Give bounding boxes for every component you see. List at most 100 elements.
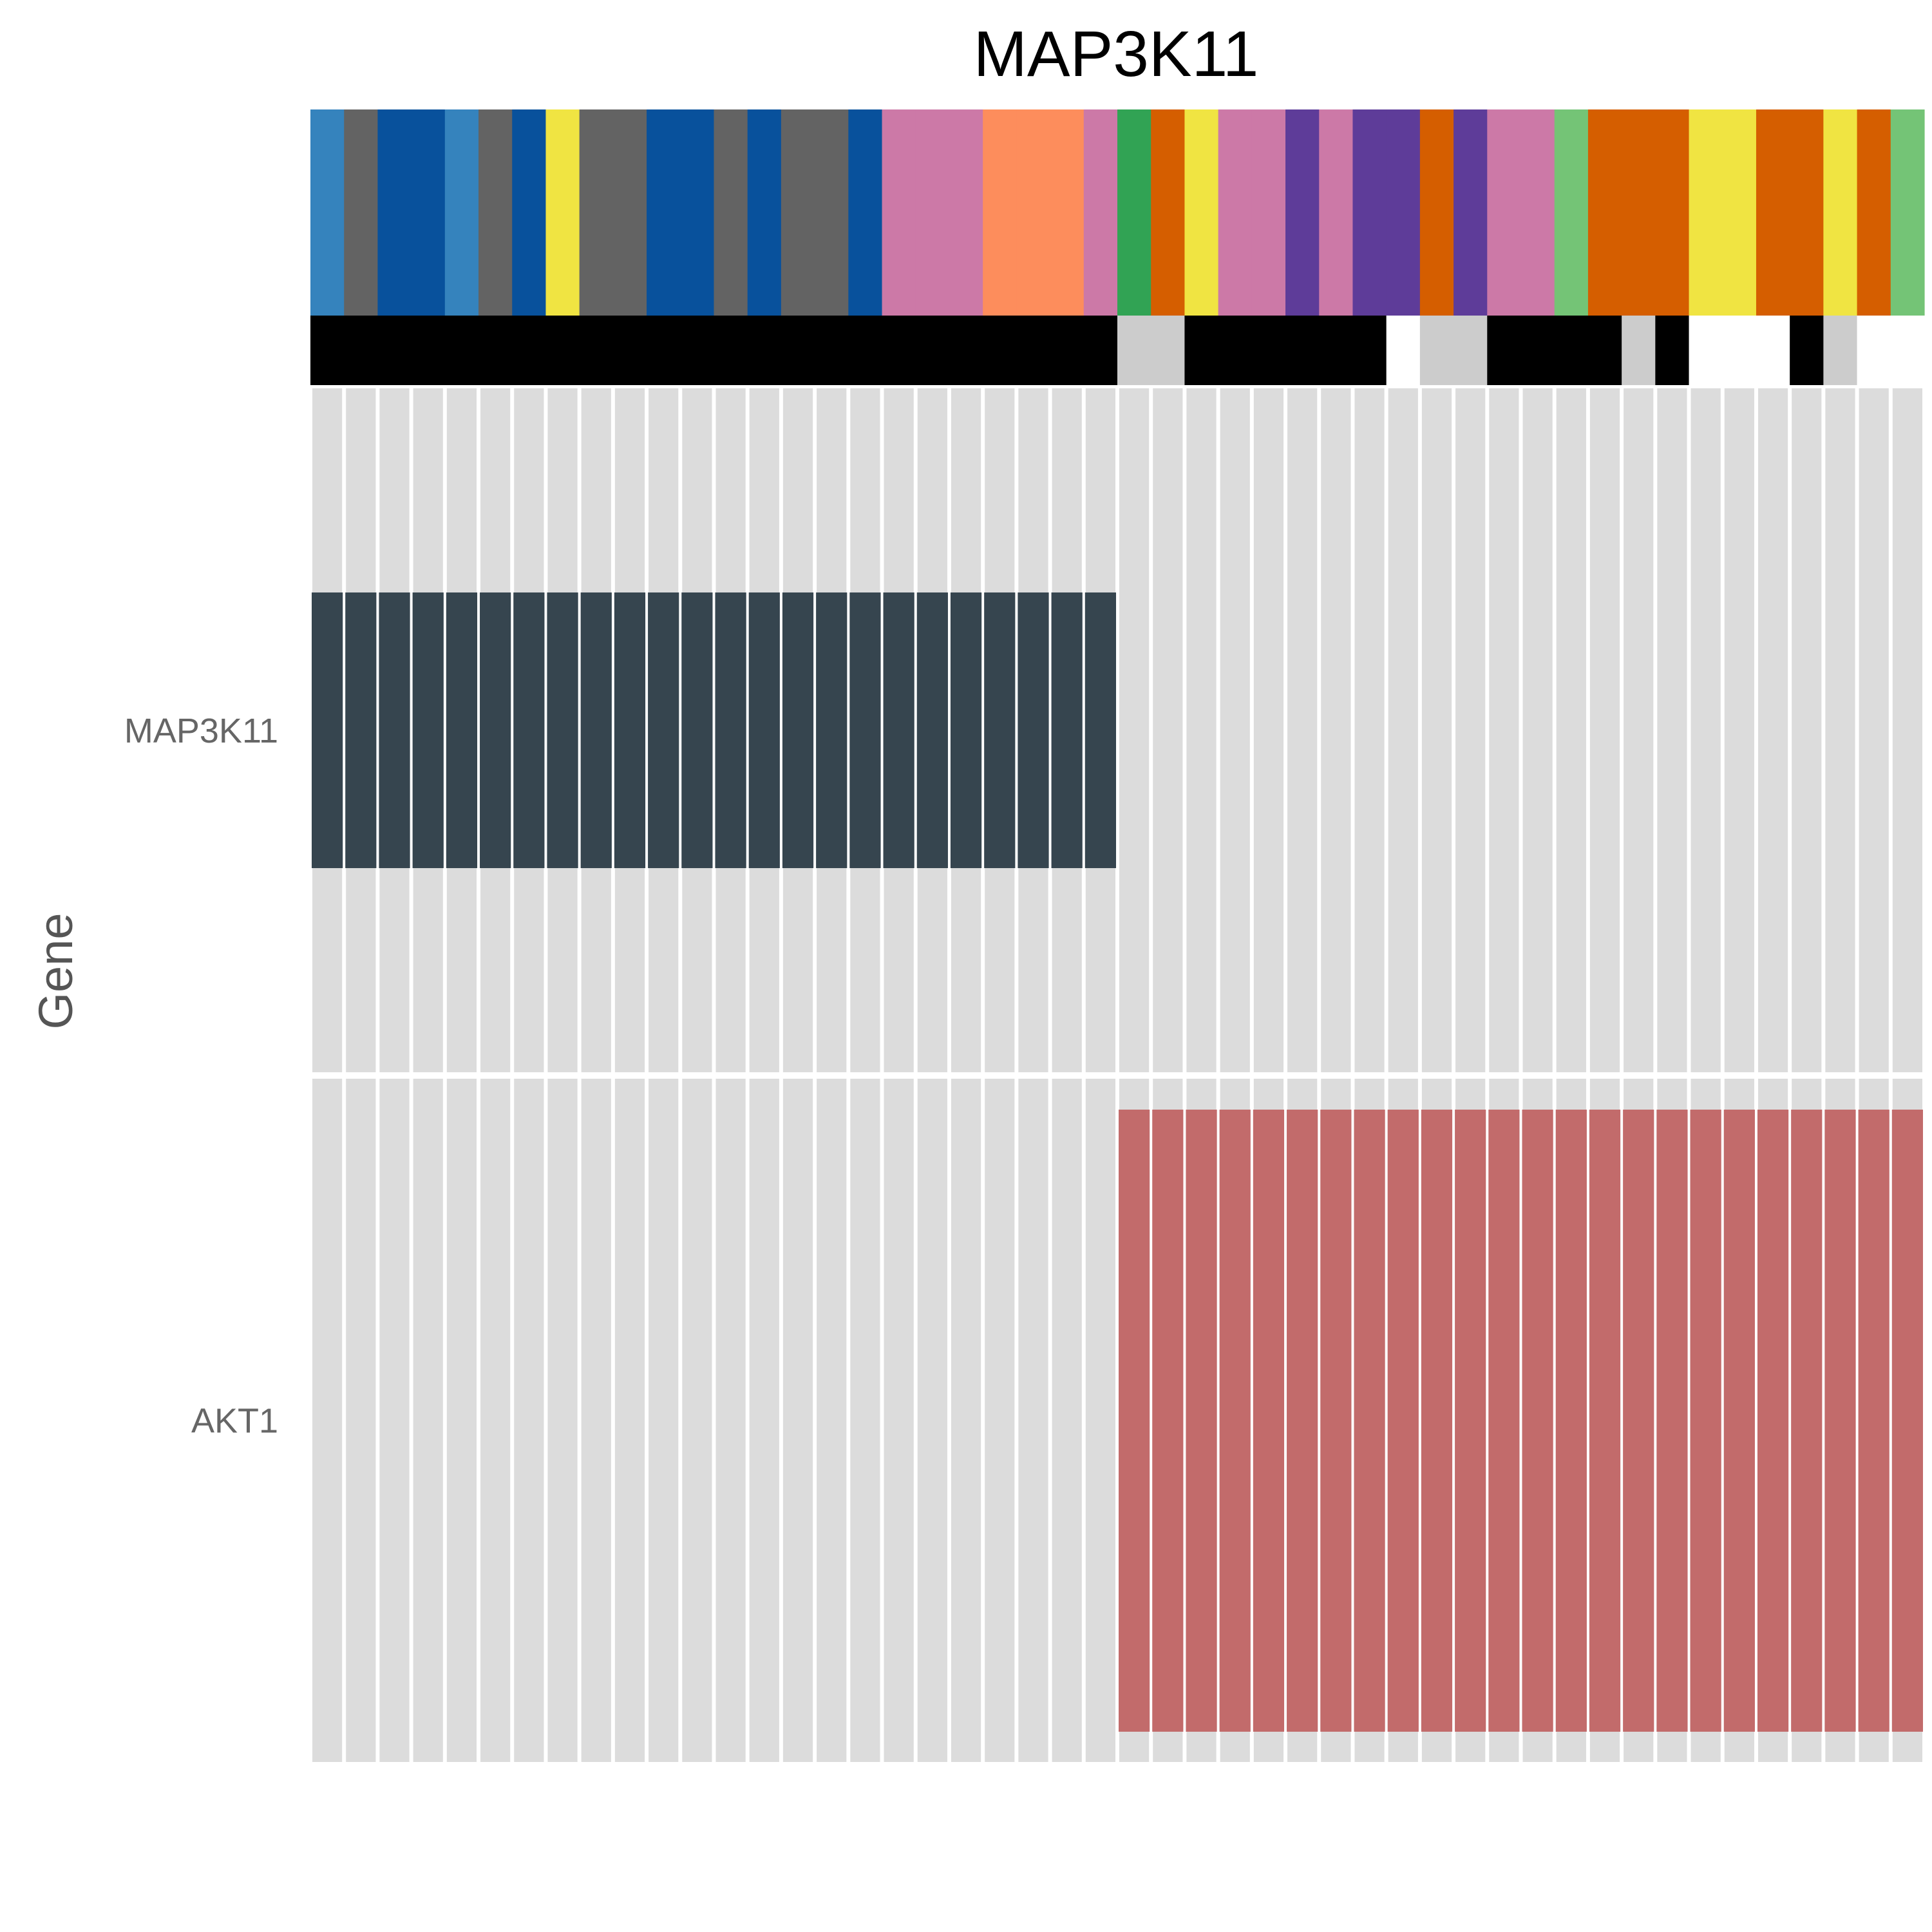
annotation-cell (1520, 109, 1555, 316)
background-cell (446, 1079, 477, 1762)
annotation-cell (747, 109, 782, 316)
background-cell (1892, 388, 1922, 1072)
annotation-cell (815, 109, 849, 316)
annotation-cell (1790, 109, 1824, 316)
alteration-cell (580, 592, 612, 868)
annotation-cell (1554, 109, 1589, 316)
annotation-cell (1251, 316, 1286, 385)
annotation-cell (815, 316, 849, 385)
annotation-cell (545, 109, 580, 316)
alteration-cell (412, 592, 444, 868)
annotation-cell (1117, 109, 1151, 316)
annotation-cell (1285, 316, 1320, 385)
annotation-cell (1319, 316, 1354, 385)
annotation-cell (1454, 109, 1488, 316)
alteration-cell (1623, 1110, 1654, 1732)
annotation-cell (377, 316, 412, 385)
annotation-cell (1655, 316, 1690, 385)
annotation-cell (1386, 316, 1421, 385)
alteration-cell (1455, 1110, 1486, 1732)
background-cell (884, 1079, 914, 1762)
gene-label: AKT1 (191, 1402, 278, 1441)
annotation-cell (647, 109, 681, 316)
annotation-cell (1218, 316, 1253, 385)
background-cell (1455, 388, 1486, 1072)
annotation-cell (781, 316, 815, 385)
annotation-cell (1520, 316, 1555, 385)
annotation-cell (1890, 109, 1925, 316)
alteration-cell (1186, 1110, 1217, 1732)
annotation-cell (1622, 316, 1656, 385)
background-cell (1253, 388, 1284, 1072)
background-cell (1556, 388, 1586, 1072)
annotation-cell (714, 109, 748, 316)
alteration-cell (648, 592, 679, 868)
background-cell (1388, 388, 1418, 1072)
background-cell (1085, 1079, 1115, 1762)
gene-labels: MAP3K11 AKT1 (124, 712, 278, 1441)
annotation-cell (377, 109, 412, 316)
annotation-cell (1016, 109, 1051, 316)
background-cell (1724, 388, 1754, 1072)
annotation-tracks (310, 109, 1925, 385)
annotation-cell (983, 109, 1017, 316)
alteration-cell (1824, 1110, 1856, 1732)
annotation-cell (612, 109, 647, 316)
background-cell (850, 1079, 880, 1762)
alteration-cell (547, 592, 578, 868)
background-cell (581, 1079, 611, 1762)
alteration-cell (883, 592, 914, 868)
background-cell (1321, 388, 1351, 1072)
annotation-cell (310, 109, 345, 316)
alteration-cell (1690, 1110, 1721, 1732)
annotation-cell (949, 109, 983, 316)
annotation-cell (1050, 109, 1084, 316)
annotation-cell (478, 109, 513, 316)
background-cell (1825, 388, 1855, 1072)
background-cell (1018, 1079, 1048, 1762)
annotation-cell (579, 316, 614, 385)
annotation-cell (1689, 316, 1723, 385)
annotation-cell (344, 109, 379, 316)
alteration-cell (816, 592, 848, 868)
alteration-cell (1287, 1110, 1318, 1732)
background-cell (1624, 388, 1654, 1072)
alteration-cell (1488, 1110, 1520, 1732)
annotation-cell (1587, 109, 1622, 316)
alteration-cell (1656, 1110, 1688, 1732)
alteration-cell (1152, 1110, 1184, 1732)
background-cell (1657, 388, 1687, 1072)
annotation-cell (1117, 316, 1151, 385)
annotation-cell (612, 316, 647, 385)
alteration-cell (1858, 1110, 1889, 1732)
alteration-cell (480, 592, 511, 868)
background-cell (379, 1079, 410, 1762)
annotation-cell (680, 316, 715, 385)
alteration-cell (1387, 1110, 1419, 1732)
alteration-cell (1555, 1110, 1587, 1732)
annotation-cell (882, 316, 916, 385)
annotation-cell (915, 109, 950, 316)
background-cell (614, 1079, 645, 1762)
annotation-cell (1756, 109, 1790, 316)
annotation-cell (1487, 109, 1522, 316)
alteration-cell (782, 592, 814, 868)
background-cell (1052, 1079, 1082, 1762)
alteration-cell (379, 592, 410, 868)
annotation-cell (882, 109, 916, 316)
annotation-cell (1454, 316, 1488, 385)
annotation-cell (344, 316, 379, 385)
background-cell (1522, 388, 1553, 1072)
alteration-cell (513, 592, 545, 868)
annotation-cell (1622, 109, 1656, 316)
background-cell (1119, 388, 1150, 1072)
annotation-cell (1151, 109, 1186, 316)
alteration-cell (614, 592, 646, 868)
alteration-grid (312, 388, 1923, 1762)
alteration-cell (1757, 1110, 1789, 1732)
annotation-cell (1890, 316, 1925, 385)
annotation-cell (1756, 316, 1790, 385)
alteration-cell (715, 592, 746, 868)
gene-label: MAP3K11 (124, 712, 278, 750)
background-cell (951, 1079, 981, 1762)
